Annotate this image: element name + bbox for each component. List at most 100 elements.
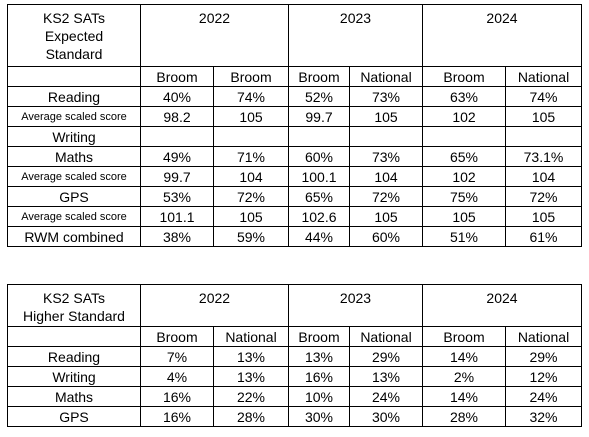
value-cell: 104 <box>349 166 423 187</box>
value-cell: 52% <box>288 86 350 107</box>
value-cell <box>213 126 289 147</box>
column-subheader: National <box>349 326 423 347</box>
empty-cell <box>7 66 141 87</box>
value-cell: 40% <box>140 86 214 107</box>
column-subheader: Broom <box>422 326 506 347</box>
value-cell: 74% <box>505 86 582 107</box>
table-row: Writing <box>7 126 582 147</box>
value-cell: 4% <box>140 366 214 387</box>
value-cell: 59% <box>213 226 289 247</box>
subheader-row: Broom Broom Broom National Broom Nationa… <box>7 66 582 87</box>
table-row: Maths 16% 22% 10% 24% 14% 24% <box>7 386 582 407</box>
higher-table-title: KS2 SATs Higher Standard <box>7 284 141 327</box>
row-label: RWM combined <box>7 226 141 247</box>
value-cell: 105 <box>349 106 423 127</box>
value-cell: 72% <box>213 186 289 207</box>
value-cell: 29% <box>349 346 423 367</box>
column-subheader: National <box>213 326 289 347</box>
value-cell: 44% <box>288 226 350 247</box>
table-row: Maths 49% 71% 60% 73% 65% 73.1% <box>7 146 582 167</box>
column-subheader: Broom <box>213 66 289 87</box>
expected-table-title: KS2 SATs Expected Standard <box>7 4 141 67</box>
value-cell: 102 <box>422 106 506 127</box>
year-2024-header: 2024 <box>422 284 582 327</box>
value-cell <box>140 126 214 147</box>
row-label: Writing <box>7 126 141 147</box>
expected-standard-table: KS2 SATs Expected Standard 2022 2023 202… <box>7 4 582 247</box>
value-cell: 102.6 <box>288 206 350 227</box>
value-cell: 61% <box>505 226 582 247</box>
column-subheader: Broom <box>140 66 214 87</box>
table-row: Average scaled score 98.2 105 99.7 105 102 105 <box>7 106 582 127</box>
table-row: GPS 16% 28% 30% 30% 28% 32% <box>7 406 582 427</box>
title-line: KS2 SATs <box>43 290 105 306</box>
table-row: Reading 40% 74% 52% 73% 63% 74% <box>7 86 582 107</box>
column-subheader: National <box>505 326 582 347</box>
table-row: Reading 7% 13% 13% 29% 14% 29% <box>7 346 582 367</box>
value-cell: 22% <box>213 386 289 407</box>
column-subheader: Broom <box>288 326 350 347</box>
value-cell: 105 <box>505 206 582 227</box>
row-label: Maths <box>7 386 141 407</box>
row-label: Average scaled score <box>7 206 141 227</box>
value-cell: 30% <box>288 406 350 427</box>
value-cell: 51% <box>422 226 506 247</box>
value-cell <box>349 126 423 147</box>
year-2022-header: 2022 <box>140 4 289 67</box>
year-2023-header: 2023 <box>288 284 423 327</box>
value-cell: 14% <box>422 346 506 367</box>
value-cell: 63% <box>422 86 506 107</box>
value-cell: 73% <box>349 146 423 167</box>
value-cell: 12% <box>505 366 582 387</box>
value-cell: 60% <box>288 146 350 167</box>
table-row: RWM combined 38% 59% 44% 60% 51% 61% <box>7 226 582 247</box>
value-cell: 53% <box>140 186 214 207</box>
value-cell: 102 <box>422 166 506 187</box>
value-cell: 60% <box>349 226 423 247</box>
value-cell: 72% <box>349 186 423 207</box>
value-cell: 16% <box>288 366 350 387</box>
value-cell: 28% <box>213 406 289 427</box>
row-label: Average scaled score <box>7 166 141 187</box>
title-line: Expected <box>44 28 104 44</box>
value-cell: 13% <box>213 366 289 387</box>
value-cell: 65% <box>288 186 350 207</box>
value-cell: 104 <box>213 166 289 187</box>
table-row: Average scaled score 101.1 105 102.6 105 105 1… <box>7 206 582 227</box>
table-row: Writing 4% 13% 16% 13% 2% 12% <box>7 366 582 387</box>
value-cell: 30% <box>349 406 423 427</box>
value-cell: 28% <box>422 406 506 427</box>
value-cell: 71% <box>213 146 289 167</box>
value-cell: 101.1 <box>140 206 214 227</box>
year-2024-header: 2024 <box>422 4 582 67</box>
value-cell <box>288 126 350 147</box>
row-label: Writing <box>7 366 141 387</box>
subheader-row: Broom National Broom National Broom Nati… <box>7 326 582 347</box>
column-subheader: Broom <box>140 326 214 347</box>
value-cell <box>505 126 582 147</box>
value-cell: 105 <box>505 106 582 127</box>
value-cell: 65% <box>422 146 506 167</box>
value-cell: 13% <box>213 346 289 367</box>
column-subheader: Broom <box>422 66 506 87</box>
value-cell: 13% <box>349 366 423 387</box>
value-cell: 38% <box>140 226 214 247</box>
value-cell: 32% <box>505 406 582 427</box>
value-cell: 10% <box>288 386 350 407</box>
title-line: Higher Standard <box>23 308 125 324</box>
row-label: Average scaled score <box>7 106 141 127</box>
value-cell: 73% <box>349 86 423 107</box>
value-cell: 74% <box>213 86 289 107</box>
value-cell: 98.2 <box>140 106 214 127</box>
row-label: Reading <box>7 346 141 367</box>
value-cell: 75% <box>422 186 506 207</box>
row-label: Maths <box>7 146 141 167</box>
table-row: GPS 53% 72% 65% 72% 75% 72% <box>7 186 582 207</box>
year-2023-header: 2023 <box>288 4 423 67</box>
value-cell: 73.1% <box>505 146 582 167</box>
value-cell: 24% <box>349 386 423 407</box>
value-cell: 16% <box>140 386 214 407</box>
value-cell: 49% <box>140 146 214 167</box>
value-cell: 104 <box>505 166 582 187</box>
value-cell: 105 <box>422 206 506 227</box>
